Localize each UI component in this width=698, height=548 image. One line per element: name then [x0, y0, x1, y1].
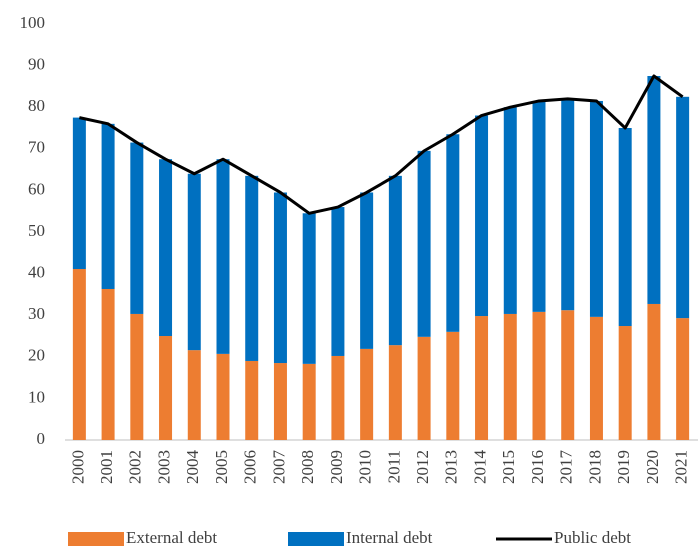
- bar-segment: [245, 175, 259, 361]
- y-tick-label: 10: [28, 387, 45, 406]
- bar-segment: [647, 303, 661, 440]
- bar-segment: [676, 96, 690, 319]
- bar-segment: [245, 360, 259, 440]
- x-tick-label: 2004: [183, 450, 202, 485]
- bar-segment: [561, 98, 575, 311]
- bar-segment: [503, 313, 517, 440]
- x-tick-label: 2020: [643, 450, 662, 484]
- y-tick-label: 40: [28, 263, 45, 282]
- y-tick-label: 70: [28, 138, 45, 157]
- bar-segment: [101, 288, 115, 440]
- bar-segment: [331, 207, 345, 356]
- bar-segment: [589, 100, 603, 317]
- bar-segment: [503, 107, 517, 314]
- x-tick-label: 2008: [298, 450, 317, 484]
- bar-segment: [302, 363, 316, 440]
- x-tick-label: 2001: [97, 450, 116, 484]
- x-tick-label: 2015: [499, 450, 518, 484]
- bar-segment: [360, 348, 374, 440]
- legend-label: External debt: [126, 528, 217, 547]
- bar-segment: [417, 150, 431, 337]
- x-tick-label: 2011: [384, 450, 403, 483]
- bar-segment: [532, 100, 546, 312]
- bar-segment: [273, 192, 287, 364]
- y-tick-label: 80: [28, 96, 45, 115]
- bar-segment: [388, 345, 402, 440]
- bar-segment: [216, 159, 230, 354]
- legend-label: Internal debt: [346, 528, 433, 547]
- x-tick-label: 2014: [470, 450, 489, 485]
- x-tick-label: 2005: [212, 450, 231, 484]
- bar-segment: [331, 355, 345, 440]
- y-tick-label: 60: [28, 179, 45, 198]
- bar-segment: [475, 316, 489, 440]
- bar-segment: [589, 316, 603, 440]
- y-tick-label: 100: [20, 13, 46, 32]
- x-tick-label: 2003: [154, 450, 173, 484]
- bar-segment: [216, 353, 230, 440]
- bar-segment: [618, 326, 632, 440]
- bar-segment: [130, 313, 144, 440]
- x-tick-label: 2006: [241, 450, 260, 484]
- bar-segment: [101, 123, 115, 289]
- bar-segment: [475, 115, 489, 317]
- x-tick-label: 2010: [356, 450, 375, 484]
- x-tick-label: 2021: [672, 450, 691, 484]
- y-tick-label: 50: [28, 221, 45, 240]
- x-tick-label: 2009: [327, 450, 346, 484]
- bar-segment: [273, 363, 287, 440]
- bar-segment: [302, 213, 316, 364]
- y-tick-label: 0: [37, 429, 46, 448]
- bar-segment: [676, 318, 690, 440]
- legend-swatch: [68, 532, 124, 546]
- bar-segment: [130, 142, 144, 314]
- bar-segment: [446, 134, 460, 332]
- y-tick-label: 90: [28, 55, 45, 74]
- bar-segment: [417, 336, 431, 440]
- bar-segment: [532, 311, 546, 440]
- x-tick-label: 2016: [528, 450, 547, 484]
- bar-segment: [360, 192, 374, 349]
- x-tick-label: 2018: [585, 450, 604, 484]
- x-tick-label: 2000: [68, 450, 87, 484]
- bar-segment: [561, 310, 575, 440]
- line: [79, 74, 684, 215]
- x-tick-label: 2007: [269, 450, 288, 485]
- legend-label: Public debt: [554, 528, 631, 547]
- x-tick-label: 2013: [442, 450, 461, 484]
- x-tick-label: 2002: [126, 450, 145, 484]
- bar-segment: [187, 173, 201, 351]
- bar-segment: [187, 350, 201, 440]
- bar-segment: [159, 336, 173, 440]
- bar-segment: [647, 76, 661, 304]
- bar-segment: [446, 331, 460, 440]
- x-tick-label: 2012: [413, 450, 432, 484]
- bar-segment: [388, 175, 402, 346]
- y-tick-label: 20: [28, 346, 45, 365]
- bar-segment: [159, 159, 173, 336]
- bar-segment: [618, 128, 632, 327]
- bar-segment: [72, 117, 86, 270]
- y-tick-label: 30: [28, 304, 45, 323]
- x-tick-label: 2019: [614, 450, 633, 484]
- legend-swatch: [288, 532, 344, 546]
- bar-segment: [72, 269, 86, 440]
- x-tick-label: 2017: [557, 450, 576, 485]
